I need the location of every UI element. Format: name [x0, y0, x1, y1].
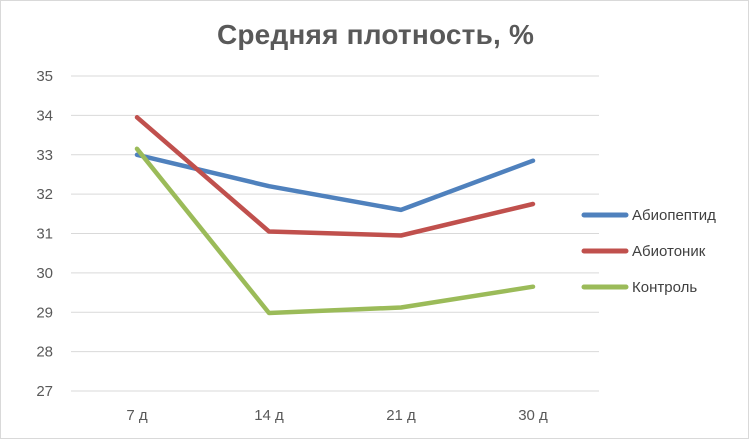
- legend-label: Контроль: [632, 279, 697, 296]
- x-axis-ticks: 7 д 14 д 21 д 30 д: [126, 407, 548, 424]
- y-tick-label: 27: [36, 383, 53, 400]
- y-tick-label: 32: [36, 186, 53, 203]
- legend-label: Абиотоник: [632, 243, 706, 260]
- y-tick-label: 31: [36, 226, 53, 243]
- x-tick-label: 21 д: [386, 407, 416, 424]
- series-line-1: [137, 155, 533, 210]
- series-lines: [137, 117, 533, 313]
- legend-label: Абиопептид: [632, 207, 716, 224]
- series-line-2: [137, 117, 533, 235]
- x-tick-label: 30 д: [518, 407, 548, 424]
- x-tick-label: 7 д: [126, 407, 148, 424]
- y-tick-label: 33: [36, 147, 53, 164]
- y-tick-label: 34: [36, 107, 53, 124]
- y-tick-label: 30: [36, 265, 53, 282]
- y-axis-ticks: 27 28 29 30 31 32 33 34 35: [36, 68, 53, 400]
- legend: Абиопептид Абиотоник Контроль: [584, 207, 716, 296]
- y-tick-label: 28: [36, 344, 53, 361]
- y-tick-label: 29: [36, 304, 53, 321]
- y-tick-label: 35: [36, 68, 53, 85]
- series-line-3: [137, 149, 533, 313]
- x-tick-label: 14 д: [254, 407, 284, 424]
